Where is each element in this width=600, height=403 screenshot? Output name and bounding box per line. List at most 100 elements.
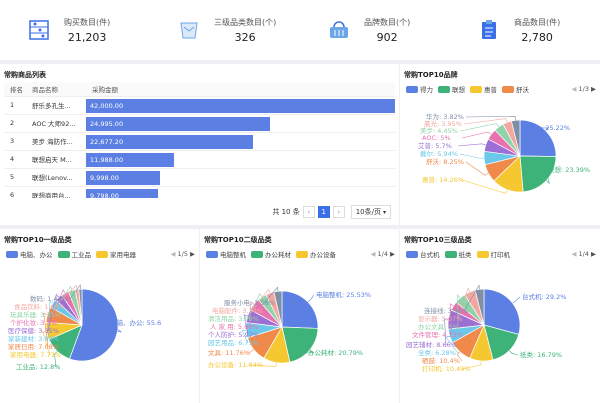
legend-prev-icon[interactable]: ◀ xyxy=(571,85,577,93)
legend-label: 办公设备 xyxy=(310,251,336,259)
slice-label: 家居日用: 7.08% xyxy=(8,342,59,351)
label-leader-line xyxy=(243,314,249,336)
stat-label: 购买数目(件) xyxy=(64,17,111,27)
label-leader-line xyxy=(47,293,60,332)
next-page-button[interactable]: › xyxy=(332,206,345,218)
legend-item[interactable]: 办公设备 xyxy=(296,249,336,259)
slice-label: 美步: 4.45% xyxy=(420,126,458,135)
cat1-chart-panel: 常购TOP10一级品类 电脑、办公 工业品 家用电器 ◀ 1/5 ▶ 电脑、办公: 55… xyxy=(0,229,199,403)
legend-item[interactable]: 台式机 xyxy=(406,249,440,259)
legend-next-icon[interactable]: ▶ xyxy=(390,250,395,258)
page-size-select[interactable]: 10条/页 ▾ xyxy=(350,205,391,219)
legend-item[interactable]: 得力 xyxy=(406,84,433,94)
legend-prev-icon[interactable]: ◀ xyxy=(370,250,376,258)
table-row[interactable]: 3 美步 海防作... 22,677.20 xyxy=(4,132,395,151)
table-row[interactable]: 5 联想(Lenov... 9,998.00 xyxy=(4,168,395,187)
legend-item[interactable]: 舒沃 xyxy=(502,84,529,94)
legend-label: 纸类 xyxy=(458,251,472,259)
chart-legend: 电脑整机 办公耗材 办公设备 ◀ 1/4 ▶ xyxy=(200,245,399,259)
pie-slice[interactable] xyxy=(519,119,557,157)
legend-swatch xyxy=(502,85,514,93)
label-leader-line xyxy=(461,179,508,194)
label-leader-line xyxy=(463,118,508,125)
pie-chart: 电脑、办公: 55.6 工业品: 12.8% 家用电器: 7.73%家居日用: 7.… xyxy=(8,284,161,371)
legend-label: 舒沃 xyxy=(516,86,529,94)
slice-label: 台式机: 29.2% xyxy=(522,292,566,301)
slice-label: 服务小电: 3.58% xyxy=(224,298,275,307)
label-leader-line xyxy=(509,350,519,356)
page-button[interactable]: 1 xyxy=(317,206,330,218)
slice-label: 园艺辅材: 8.66% xyxy=(406,340,457,349)
amount-label: 24,995.00 xyxy=(90,119,124,128)
label-leader-line xyxy=(545,169,550,185)
slice-label: 办公耗材: 20.79% xyxy=(308,348,363,357)
pie-slice[interactable] xyxy=(273,290,283,328)
table-row[interactable]: 2 AOC 大师92... 24,995.00 xyxy=(4,114,395,133)
legend-item[interactable]: 电脑整机 xyxy=(206,249,246,259)
legend-next-icon[interactable]: ▶ xyxy=(591,85,596,93)
pie-slice[interactable] xyxy=(519,155,557,193)
label-leader-line xyxy=(263,286,279,304)
label-leader-line xyxy=(457,287,470,320)
label-leader-line xyxy=(459,153,485,159)
product-table: 排名 商品名称 采购金额 1 舒乐多孔生... 42,000.00 2 AOC 大师92… xyxy=(4,82,395,198)
label-leader-line xyxy=(49,289,66,324)
legend-item[interactable]: 打印机 xyxy=(476,249,510,259)
pie-slice[interactable] xyxy=(78,288,83,326)
legend-item[interactable]: 惠普 xyxy=(470,84,497,94)
col-header-amount[interactable]: 采购金额 xyxy=(86,82,395,97)
legend-item[interactable]: 纸类 xyxy=(444,249,472,259)
rank-cell: 5 xyxy=(4,168,26,187)
slice-label: AOC: 5% xyxy=(422,134,451,142)
stat-label: 品牌数目(个) xyxy=(364,17,411,27)
legend-item[interactable]: 电脑、办公 xyxy=(6,249,53,259)
col-header-name[interactable]: 商品名称 xyxy=(26,82,86,97)
slice-label: 办公文具: 5% xyxy=(418,322,459,331)
legend-next-icon[interactable]: ▶ xyxy=(591,250,596,258)
legend-swatch xyxy=(206,250,218,258)
slice-label: 硒鼓: 10.4% xyxy=(422,356,460,365)
product-name-cell: 联想商用台... xyxy=(26,186,86,198)
amount-cell: 22,677.20 xyxy=(86,132,395,151)
panel-title: 常购TOP10品牌 xyxy=(404,71,458,79)
legend-page: 1/4 xyxy=(578,250,589,258)
table-row[interactable]: 6 联想商用台... 9,798.00 xyxy=(4,186,395,198)
table-row[interactable]: 1 舒乐多孔生... 42,000.00 xyxy=(4,96,395,115)
legend-label: 惠普 xyxy=(484,86,497,94)
legend-item[interactable]: 联想 xyxy=(438,84,465,94)
legend-swatch xyxy=(438,85,450,93)
amount-bar xyxy=(86,188,159,198)
legend-item[interactable]: 家用电器 xyxy=(96,249,136,259)
table-row[interactable]: 4 联想启天 M... 11,988.00 xyxy=(4,150,395,169)
legend-next-icon[interactable]: ▶ xyxy=(190,250,195,258)
chevron-down-icon: ▾ xyxy=(382,208,386,216)
pie-slice[interactable] xyxy=(474,288,485,326)
amount-label: 9,998.00 xyxy=(90,173,119,182)
col-header-rank[interactable]: 排名 xyxy=(4,82,26,97)
chart-legend: 电脑、办公 工业品 家用电器 ◀ 1/5 ▶ xyxy=(0,245,199,259)
legend-label: 得力 xyxy=(420,86,433,94)
product-name-cell: 美步 海防作... xyxy=(26,132,86,151)
cat2-chart-panel: 常购TOP10二级品类 电脑整机 办公耗材 办公设备 ◀ 1/4 ▶ 电脑整机: 25.… xyxy=(200,229,399,403)
amount-label: 11,988.00 xyxy=(90,155,124,164)
legend-item[interactable]: 办公耗材 xyxy=(251,249,291,259)
label-leader-line xyxy=(512,296,521,304)
prev-page-button[interactable]: ‹ xyxy=(302,206,315,218)
panel-title: 常购TOP10三级品类 xyxy=(404,236,472,244)
legend-prev-icon[interactable]: ◀ xyxy=(170,250,176,258)
clipboard-icon xyxy=(478,19,500,41)
label-leader-line xyxy=(457,294,461,328)
stat-value: 21,203 xyxy=(67,30,107,44)
amount-bar xyxy=(86,152,175,167)
label-leader-line xyxy=(251,288,271,312)
label-leader-line xyxy=(53,284,78,308)
legend-prev-icon[interactable]: ◀ xyxy=(571,250,577,258)
stat-product-count: 商品数目(件) 2,780 xyxy=(450,0,600,60)
slice-label: 数码: 1.41% xyxy=(30,294,68,303)
rank-cell: 6 xyxy=(4,186,26,198)
legend-item[interactable]: 工业品 xyxy=(57,249,91,259)
basket-icon xyxy=(328,19,350,41)
slice-label: 医疗保健: 3.35% xyxy=(8,326,59,335)
slice-label: 工业品: 12.8% xyxy=(16,362,60,371)
slice-label: 办公设备: 11.84% xyxy=(208,360,263,369)
